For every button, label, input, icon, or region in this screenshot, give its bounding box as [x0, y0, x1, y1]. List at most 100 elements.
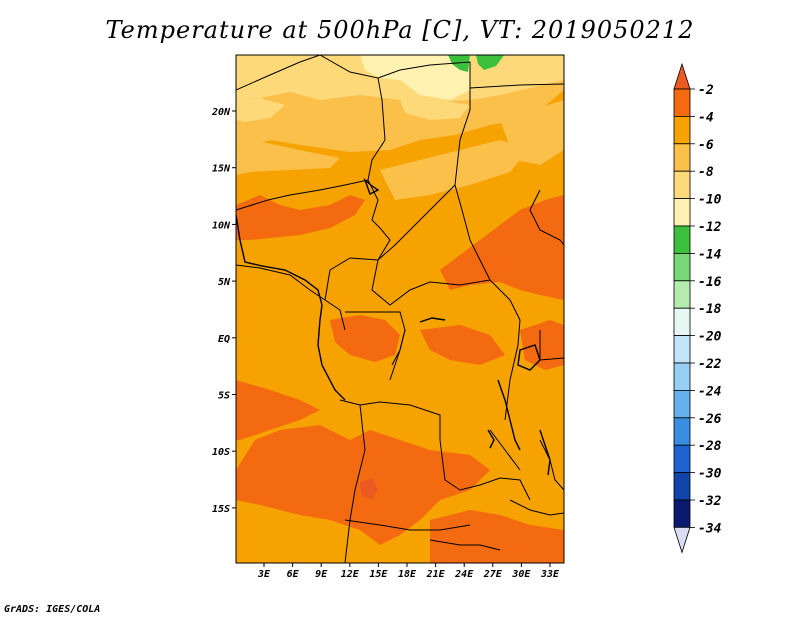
- border-line: [429, 539, 501, 551]
- colorbar-label: -34: [698, 521, 722, 536]
- field-warm-south2: [430, 510, 564, 563]
- colorbar-label: -28: [698, 439, 722, 454]
- colorbar-label: -2: [698, 83, 714, 98]
- colorbar-label: -10: [698, 193, 722, 208]
- colorbar-swatch: [673, 417, 691, 446]
- border-line: [367, 179, 391, 261]
- colorbar-label: -8: [698, 165, 714, 180]
- colorbar-label: -16: [698, 275, 722, 290]
- colorbar-swatch: [673, 362, 691, 391]
- border-line: [236, 55, 321, 91]
- field-band-north2: [236, 142, 340, 175]
- colorbar-bottom-tip: [673, 527, 691, 554]
- longitude-axis: 3E 6E 9E 12E 15E 18E 21E 24E 27E 30E 33E: [257, 563, 560, 580]
- colorbar-label: -4: [698, 110, 714, 125]
- field-band-colder: [360, 55, 470, 100]
- colorbar-swatch: [673, 198, 691, 227]
- border-line: [539, 439, 564, 491]
- field-green2: [476, 55, 504, 70]
- field-hot: [360, 478, 378, 500]
- border-line: [236, 264, 346, 331]
- border-line: [371, 259, 491, 306]
- colorbar-swatch: [673, 170, 691, 199]
- latitude-axis: 20N 15N 10N 5N EQ 5S 10S 15S: [211, 107, 236, 515]
- colorbar-swatch: [673, 143, 691, 172]
- colorbar-swatch: [673, 307, 691, 337]
- lon-tick-label: 30E: [511, 569, 531, 580]
- border-line: [469, 83, 564, 89]
- colorbar-swatch: [673, 389, 691, 419]
- colorbar-swatch: [673, 499, 691, 528]
- river-congo: [419, 317, 446, 323]
- border-line: [324, 257, 379, 301]
- colorbar-label: -24: [698, 384, 722, 399]
- colorbar-label: -22: [698, 357, 722, 372]
- colorbar-swatch: [673, 88, 691, 117]
- lon-tick-label: 6E: [287, 569, 300, 580]
- field-warm-southwest: [236, 380, 320, 440]
- colorbar-label: -26: [698, 412, 722, 427]
- country-borders: [236, 55, 564, 563]
- colorbar-label: -32: [698, 494, 722, 509]
- colorbar: -2 -4 -6 -8 -10 -12 -14 -16 -18 -20 -22 -24 -26 -28 -3…: [673, 62, 722, 554]
- lat-tick-label: 15N: [212, 164, 231, 175]
- border-line: [509, 499, 564, 516]
- border-line: [344, 519, 471, 531]
- colorbar-top-tip: [673, 62, 691, 90]
- lon-tick-label: 9E: [315, 569, 328, 580]
- lon-tick-label: 33E: [540, 569, 560, 580]
- colorbar-label: -18: [698, 302, 722, 317]
- map-frame: [235, 54, 565, 564]
- colorbar-swatch: [673, 472, 691, 501]
- colorbar-label: -12: [698, 220, 722, 235]
- field-band-cold2: [236, 98, 285, 122]
- border-line: [344, 404, 366, 563]
- lon-tick-label: 21E: [426, 569, 446, 580]
- border-line: [236, 179, 369, 211]
- lake-kivu: [487, 429, 495, 449]
- colorbar-label: -20: [698, 330, 722, 345]
- colorbar-swatch: [673, 444, 691, 474]
- field-green: [448, 55, 470, 72]
- field-warm-center2: [420, 325, 505, 365]
- coastlines: [236, 177, 551, 476]
- colorbar-swatch: [673, 335, 691, 364]
- colorbar-label: -14: [698, 247, 722, 262]
- lat-tick-label: 5S: [218, 391, 230, 402]
- field-band-mid: [380, 140, 530, 200]
- field-warm-east2: [520, 320, 564, 370]
- lat-tick-label: 10S: [212, 447, 230, 458]
- lat-tick-label: 5N: [218, 277, 231, 288]
- border-line: [377, 184, 456, 261]
- credit-label: GrADS: IGES/COLA: [4, 604, 101, 615]
- lat-tick-label: 20N: [211, 107, 231, 118]
- lat-tick-label: 10N: [212, 220, 231, 231]
- lon-tick-label: 15E: [369, 569, 388, 580]
- chart-title: Temperature at 500hPa [C], VT: 201905021…: [105, 16, 695, 44]
- field-warm-east: [440, 195, 564, 300]
- lat-tick-label: 15S: [212, 504, 230, 515]
- border-line: [529, 189, 564, 246]
- border-line: [319, 55, 386, 181]
- border-line: [504, 299, 521, 421]
- colorbar-label: -30: [698, 467, 722, 482]
- lake-malawi: [539, 429, 551, 476]
- field-warm-center: [330, 315, 400, 362]
- lon-tick-label: 27E: [483, 569, 503, 580]
- border-line: [444, 477, 531, 501]
- lake-tanganyika: [497, 379, 521, 451]
- coastline-west: [236, 214, 346, 401]
- colorbar-swatch: [673, 280, 691, 309]
- lon-tick-label: 24E: [454, 569, 474, 580]
- field-band-cold3: [400, 100, 470, 120]
- temperature-field: [236, 55, 564, 563]
- colorbar-swatch: [673, 252, 691, 282]
- field-band-east: [500, 100, 564, 165]
- lon-tick-label: 12E: [341, 569, 360, 580]
- colorbar-swatch: [673, 116, 691, 145]
- lon-tick-label: 3E: [257, 569, 271, 580]
- field-warm-northwest: [236, 195, 365, 240]
- colorbar-label: -6: [698, 138, 714, 153]
- lon-tick-label: 18E: [398, 569, 417, 580]
